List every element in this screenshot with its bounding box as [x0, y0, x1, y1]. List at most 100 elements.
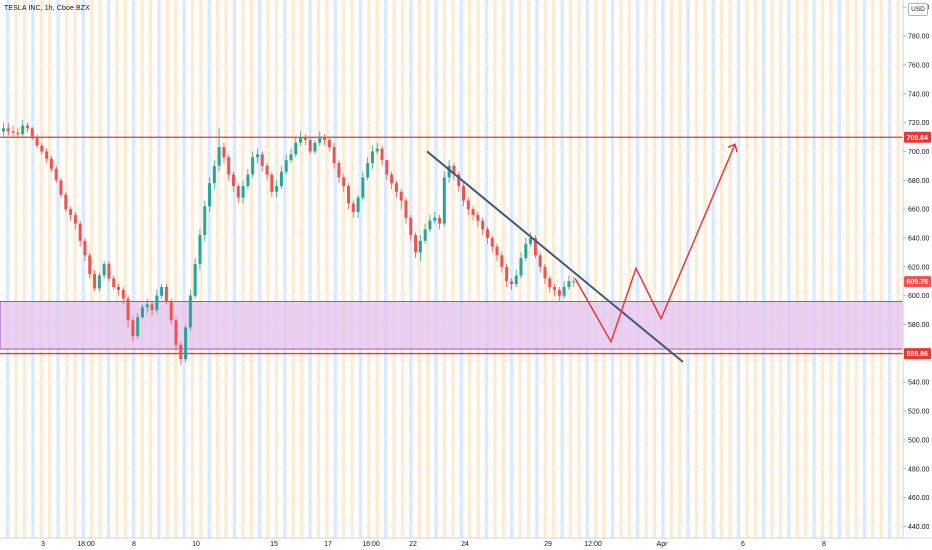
session-band [216, 0, 220, 538]
candle-body [11, 131, 15, 133]
candle [418, 235, 422, 262]
candle [553, 284, 557, 296]
candle [433, 212, 437, 224]
candle-body [318, 137, 322, 143]
price-axis: 440.00460.00480.00500.00520.00540.00560.… [902, 0, 932, 550]
candle-body [117, 287, 120, 290]
candle-body [59, 180, 63, 195]
price-tick-label: 580.00 [908, 322, 930, 329]
currency-selector[interactable]: USD [908, 3, 928, 16]
candle-body [64, 194, 68, 210]
candle [241, 180, 245, 204]
time-tick-label: 6 [741, 541, 745, 548]
candle-body [227, 157, 231, 175]
candle [150, 301, 154, 316]
candle-body [169, 301, 173, 321]
time-tick-label: 16:00 [362, 541, 380, 548]
candle [126, 295, 130, 328]
candle-body [21, 125, 25, 135]
trendline[interactable] [426, 150, 684, 363]
candle [179, 341, 183, 365]
candle [217, 128, 221, 172]
candle-body [385, 160, 389, 175]
candle-body [466, 200, 470, 210]
candle [423, 223, 427, 244]
session-band [434, 0, 438, 538]
time-tick-label: 29 [544, 541, 552, 548]
session-band [291, 0, 295, 538]
candle [414, 232, 418, 259]
session-band [182, 0, 186, 538]
session-band [501, 0, 505, 538]
session-band [316, 0, 321, 538]
candle-body [524, 243, 528, 259]
candle [49, 155, 53, 172]
candle [347, 183, 350, 210]
candle-body [198, 235, 202, 264]
projection-line[interactable] [574, 143, 736, 344]
time-axis-bg[interactable] [0, 538, 932, 550]
session-band [417, 0, 421, 538]
session-band [711, 0, 715, 538]
session-band [745, 0, 749, 538]
candle [117, 284, 120, 296]
candle [284, 154, 288, 175]
session-band [812, 0, 816, 538]
session-band [888, 0, 892, 538]
price-badges: 709.84 609.75 559.86 [904, 131, 931, 360]
candle-body [361, 177, 365, 198]
candle [131, 317, 135, 342]
session-band [308, 0, 312, 538]
candle-body [313, 142, 317, 152]
session-band [820, 0, 825, 538]
candle-body [232, 174, 235, 187]
session-band [73, 0, 77, 538]
price-tick-label: 540.00 [908, 380, 930, 387]
session-band [300, 0, 304, 538]
candle [519, 252, 523, 279]
candle [471, 206, 475, 221]
candle-body [155, 295, 159, 311]
price-tick-label: 740.00 [908, 91, 930, 98]
session-band [22, 0, 27, 538]
session-band [6, 0, 10, 538]
price-badge-label: 559.86 [907, 351, 929, 358]
candle-body [538, 255, 542, 267]
candle [107, 261, 111, 282]
candle [370, 145, 374, 169]
candle-body [490, 237, 494, 247]
candle-body [500, 255, 504, 267]
session-band [879, 0, 883, 538]
candle-body [418, 240, 422, 253]
candle-body [251, 157, 255, 175]
session-band [669, 0, 673, 538]
time-tick-label: 24 [461, 541, 469, 548]
candle [83, 237, 87, 262]
candle [490, 235, 494, 253]
session-band [468, 0, 472, 538]
session-band [585, 0, 589, 538]
price-tick-label: 620.00 [908, 264, 930, 271]
candle [212, 160, 216, 189]
candle-body [241, 186, 245, 198]
candle [97, 272, 101, 292]
zone-rect[interactable] [0, 301, 904, 350]
price-axis-bg[interactable] [903, 0, 932, 550]
candle-body [553, 287, 557, 290]
candle [251, 151, 255, 178]
candle-body [73, 214, 77, 224]
candle-body [16, 132, 20, 135]
candle [313, 139, 317, 155]
candle [567, 275, 571, 290]
candle [327, 137, 331, 152]
session-band [736, 0, 741, 538]
candle [375, 142, 379, 155]
candle [160, 284, 164, 299]
session-band [560, 0, 564, 538]
candle [35, 134, 39, 149]
time-tick-label: 10 [192, 541, 200, 548]
candle-body [452, 165, 456, 175]
candle [270, 171, 274, 198]
